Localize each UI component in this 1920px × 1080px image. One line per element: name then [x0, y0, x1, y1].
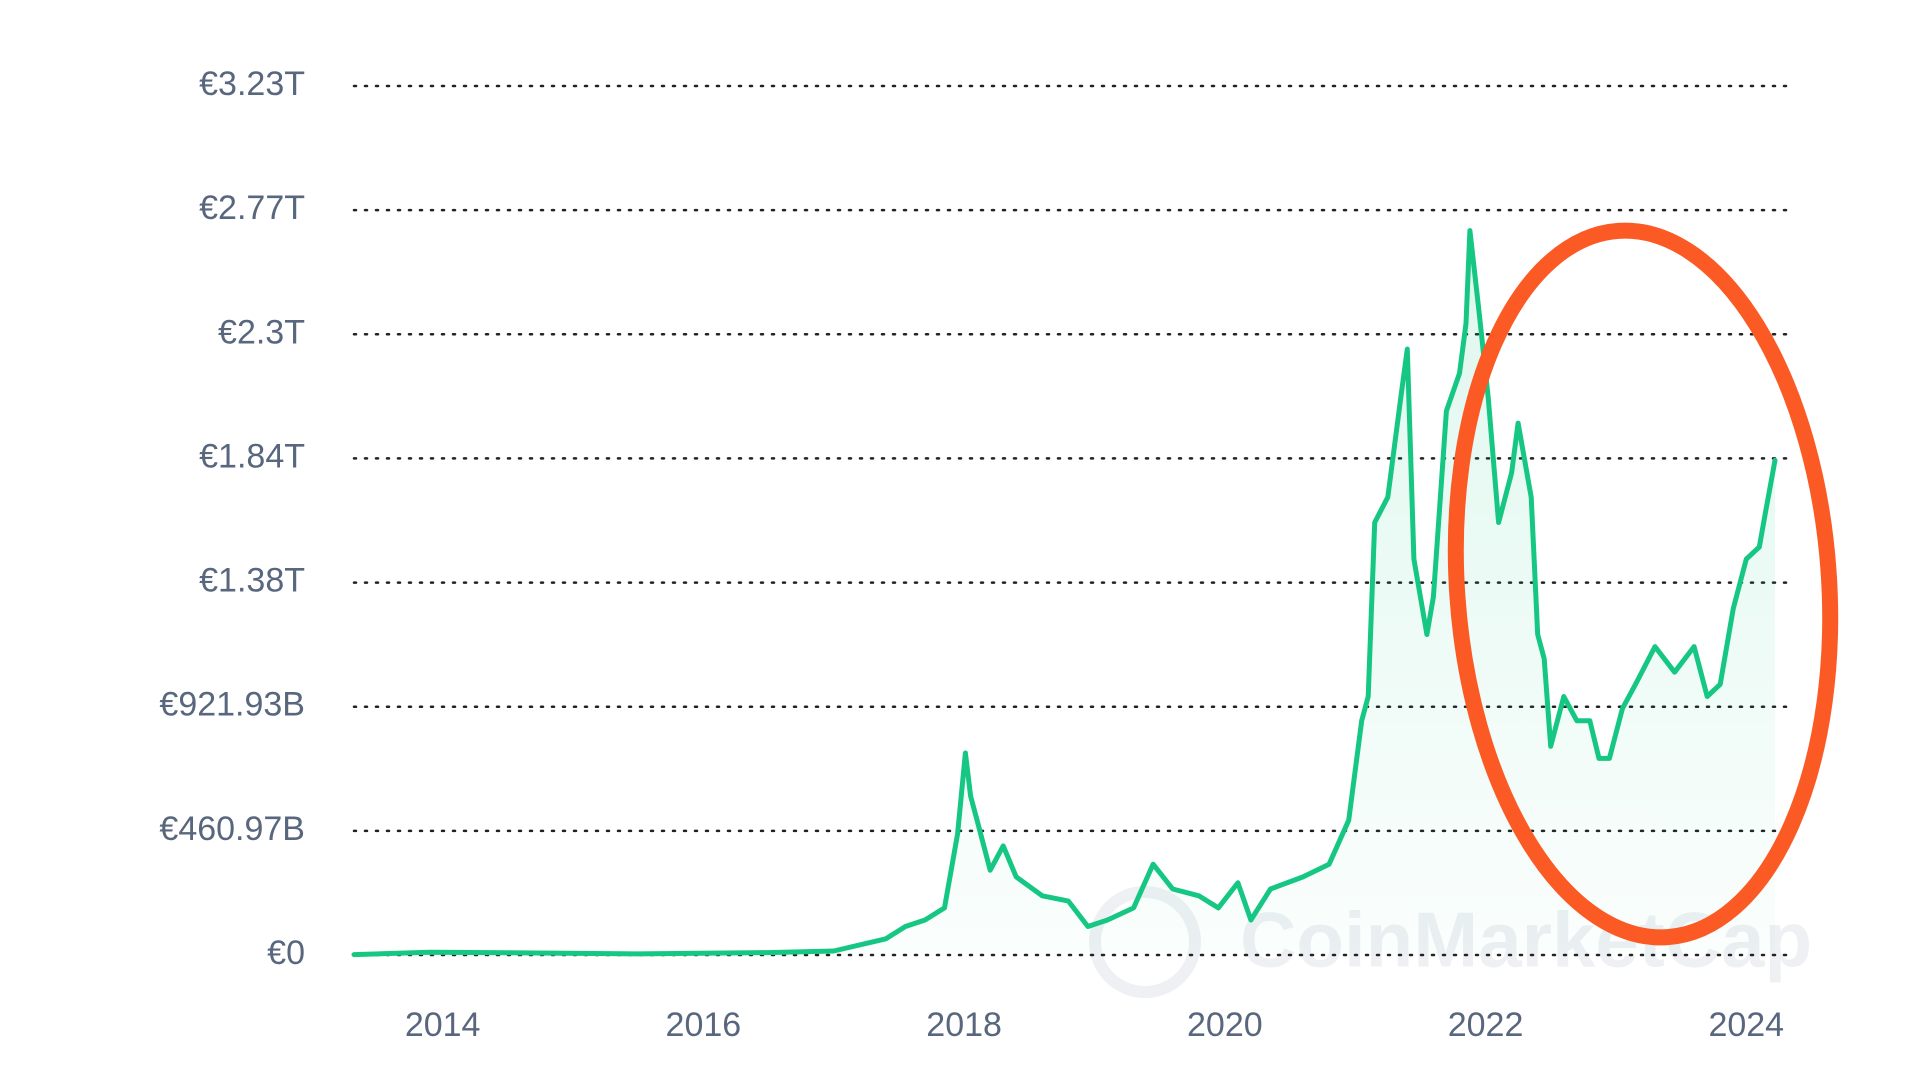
y-tick-label: €1.84T	[199, 437, 305, 475]
y-tick-label: €460.97B	[159, 810, 305, 848]
x-tick-label: 2024	[1708, 1006, 1784, 1044]
y-tick-label: €921.93B	[159, 686, 305, 724]
x-tick-label: 2022	[1448, 1006, 1524, 1044]
line	[351, 228, 1778, 958]
y-tick-label: €2.77T	[199, 189, 305, 227]
x-tick-label: 2020	[1187, 1006, 1263, 1044]
y-tick-label: €2.3T	[218, 313, 305, 351]
highlight-circle	[1447, 222, 1839, 946]
area	[354, 230, 1775, 956]
y-tick-label: €1.38T	[199, 562, 305, 600]
y-tick-label: €3.23T	[199, 65, 305, 103]
x-tick-label: 2014	[405, 1006, 481, 1044]
y-tick-label: €0	[267, 934, 305, 972]
x-tick-label: 2016	[666, 1006, 742, 1044]
x-tick-label: 2018	[926, 1006, 1002, 1044]
